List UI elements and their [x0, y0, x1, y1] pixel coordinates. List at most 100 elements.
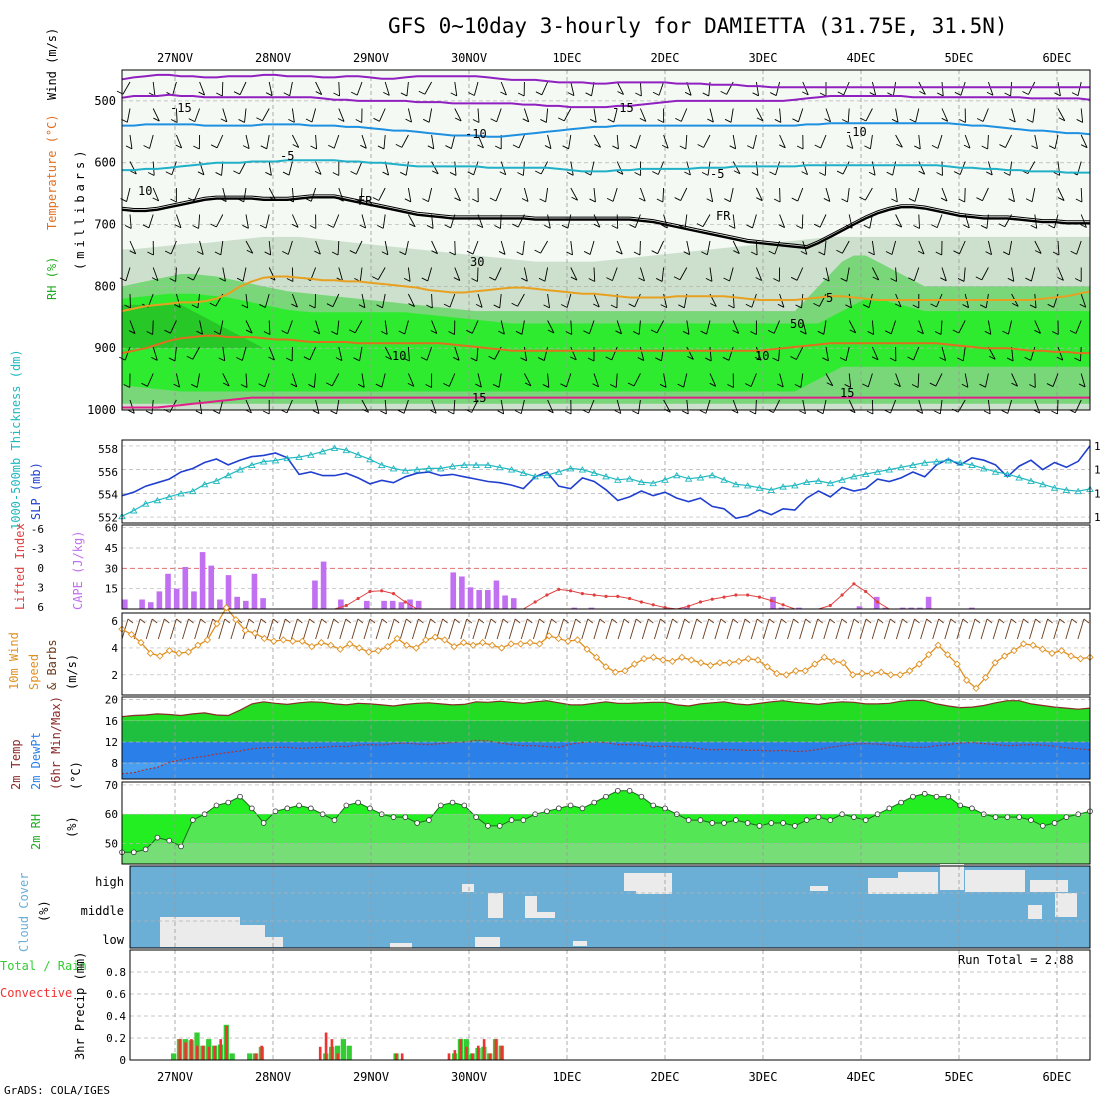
- thickness-marker: [448, 462, 457, 470]
- cloud-cover-block: [265, 937, 283, 947]
- surface-barb-staff: [629, 618, 637, 640]
- date-tick-label: 30NOV: [451, 1070, 487, 1084]
- pressure-tick-label: 1000: [87, 403, 116, 417]
- wind-barb-flag: [218, 357, 225, 362]
- wind-barb-flag: [774, 119, 782, 123]
- wind-barb-flag: [1047, 303, 1054, 308]
- precip-convective-bar: [178, 1039, 182, 1060]
- wind-barb-flag: [1033, 409, 1041, 414]
- date-tick-label: 4DEC: [847, 51, 876, 65]
- wind-barb-flag: [886, 171, 893, 176]
- surface-barb-flag: [769, 618, 775, 624]
- wind-barb-flag: [494, 145, 502, 150]
- wind-barb-staff: [216, 134, 224, 148]
- wind-barb-staff: [941, 108, 949, 122]
- wind-barb-flag: [560, 304, 568, 308]
- wind-barb-flag: [169, 278, 176, 282]
- wind-barb-staff: [523, 187, 529, 202]
- wind-speed-marker: [640, 655, 648, 663]
- wind-barb-staff: [680, 187, 688, 201]
- wind-barb-staff: [848, 134, 854, 149]
- wind-barb-flag: [1031, 145, 1038, 150]
- wind-barb-staff: [268, 267, 276, 281]
- wind-barb-staff: [221, 161, 224, 176]
- wind-barb-staff: [245, 399, 252, 414]
- cape-bar: [899, 607, 906, 609]
- wind-barb-flag: [1001, 410, 1008, 414]
- wind-barb-staff: [917, 373, 920, 388]
- wind-barb-flag: [380, 410, 387, 415]
- wind-speed-marker: [441, 636, 449, 644]
- wind-barb-staff: [407, 108, 412, 123]
- thickness-marker: [684, 475, 693, 482]
- rh-marker: [567, 802, 574, 809]
- wind-speed-marker: [877, 668, 885, 676]
- wind-barb-flag: [314, 170, 322, 175]
- rh-layer-7090: [122, 293, 1090, 392]
- wind-barb-flag: [430, 330, 438, 334]
- pressure-tick-label: 800: [94, 279, 116, 293]
- wind-barb-staff: [658, 81, 665, 96]
- thickness-marker: [649, 479, 658, 487]
- wind-barb-staff: [384, 320, 388, 335]
- wind-barb-staff: [288, 161, 293, 176]
- wind-barb-staff: [194, 108, 201, 122]
- wind-barb-flag: [723, 277, 730, 282]
- wind-barb-flag: [864, 145, 871, 150]
- wind-speed-marker: [431, 633, 439, 641]
- wind-barb-staff: [964, 373, 969, 388]
- thickness-marker: [354, 451, 362, 458]
- lifted-index-tick-label: 3: [37, 582, 44, 595]
- surface-barb-flag: [720, 618, 727, 624]
- wind-barb-flag: [894, 303, 902, 308]
- surface-barb-flag: [248, 618, 255, 624]
- wind-barb-flag: [752, 92, 759, 97]
- wind-barb-flag: [963, 224, 970, 229]
- wind-barb-flag: [616, 250, 623, 255]
- wind-barb-flag: [1004, 92, 1011, 97]
- wind-barb-staff: [593, 187, 596, 202]
- wind-barb-staff: [361, 373, 365, 388]
- wind-barb-flag: [777, 303, 785, 308]
- wind-barb-staff: [1057, 81, 1061, 96]
- thickness-marker: [885, 466, 894, 473]
- thickness-marker: [307, 451, 315, 458]
- cloud-cover-block: [810, 886, 828, 891]
- wind-barb-flag: [258, 383, 265, 388]
- wind-barb-staff: [129, 214, 132, 229]
- cape-bar: [182, 567, 189, 609]
- lifted-index-marker: [557, 587, 561, 592]
- wind-barb-staff: [338, 346, 343, 361]
- thickness-marker: [979, 465, 988, 472]
- wind-barb-staff: [1030, 267, 1036, 282]
- wind-barb-flag: [684, 91, 692, 96]
- wind-barb-staff: [941, 187, 948, 202]
- surface-barb-staff: [339, 618, 347, 640]
- wind-barb-flag: [819, 172, 826, 176]
- wind-barb-staff: [779, 134, 786, 148]
- wind-barb-flag: [845, 304, 852, 309]
- wind-barb-flag: [639, 117, 647, 122]
- wind-barb-staff: [570, 81, 575, 96]
- wind-barb-flag: [1025, 277, 1032, 282]
- wind-barb-flag: [426, 304, 433, 309]
- date-tick-label: 1DEC: [553, 51, 582, 65]
- wind-barb-staff: [287, 320, 293, 334]
- wind-barb-staff: [588, 399, 595, 414]
- wind-barb-staff: [686, 320, 690, 335]
- cape-bar: [320, 561, 327, 609]
- wind-barb-flag: [385, 356, 392, 360]
- cape-bar: [389, 600, 396, 609]
- wind-barb-flag: [164, 250, 172, 255]
- wind-barb-flag: [233, 91, 241, 96]
- thickness-marker: [401, 467, 410, 474]
- thickness-marker: [861, 470, 870, 478]
- date-tick-label: 2DEC: [651, 1070, 680, 1084]
- surface-barb-staff: [859, 618, 867, 640]
- wind-barb-flag: [702, 92, 709, 97]
- wind-barb-staff: [382, 214, 386, 229]
- wind-speed-marker: [820, 653, 828, 661]
- wind-speed-marker: [374, 647, 382, 655]
- wind-barb-flag: [836, 249, 843, 254]
- wind-barb-staff: [196, 373, 201, 388]
